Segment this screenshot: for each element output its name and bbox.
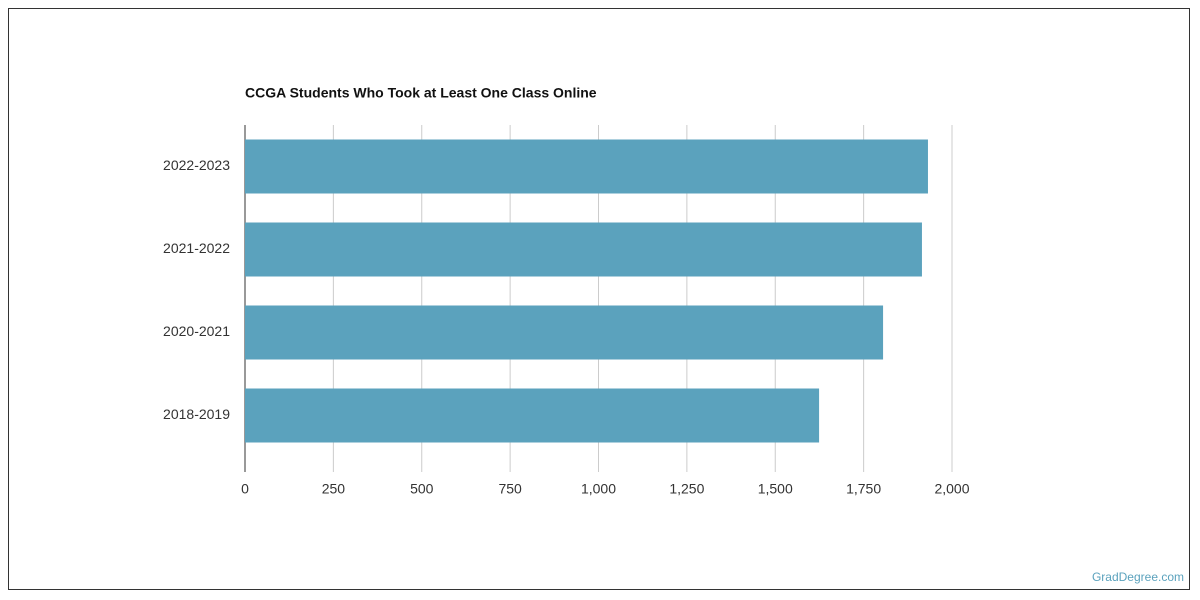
x-tick-label: 1,750 xyxy=(846,481,881,497)
x-tick-label: 1,500 xyxy=(758,481,793,497)
chart-title: CCGA Students Who Took at Least One Clas… xyxy=(245,85,597,101)
x-tick-label: 250 xyxy=(322,481,346,497)
y-tick-label: 2018-2019 xyxy=(163,406,230,422)
x-tick-label: 0 xyxy=(241,481,249,497)
y-tick-label: 2022-2023 xyxy=(163,157,230,173)
y-tick-label: 2021-2022 xyxy=(163,240,230,256)
x-tick-label: 750 xyxy=(498,481,522,497)
bar xyxy=(245,222,922,277)
bar xyxy=(245,139,928,194)
source-credit[interactable]: GradDegree.com xyxy=(1092,570,1184,584)
x-tick-label: 1,000 xyxy=(581,481,616,497)
x-tick-label: 2,000 xyxy=(934,481,969,497)
bar xyxy=(245,388,820,443)
y-tick-label: 2020-2021 xyxy=(163,323,230,339)
bar xyxy=(245,305,884,360)
x-tick-label: 500 xyxy=(410,481,434,497)
x-tick-label: 1,250 xyxy=(669,481,704,497)
